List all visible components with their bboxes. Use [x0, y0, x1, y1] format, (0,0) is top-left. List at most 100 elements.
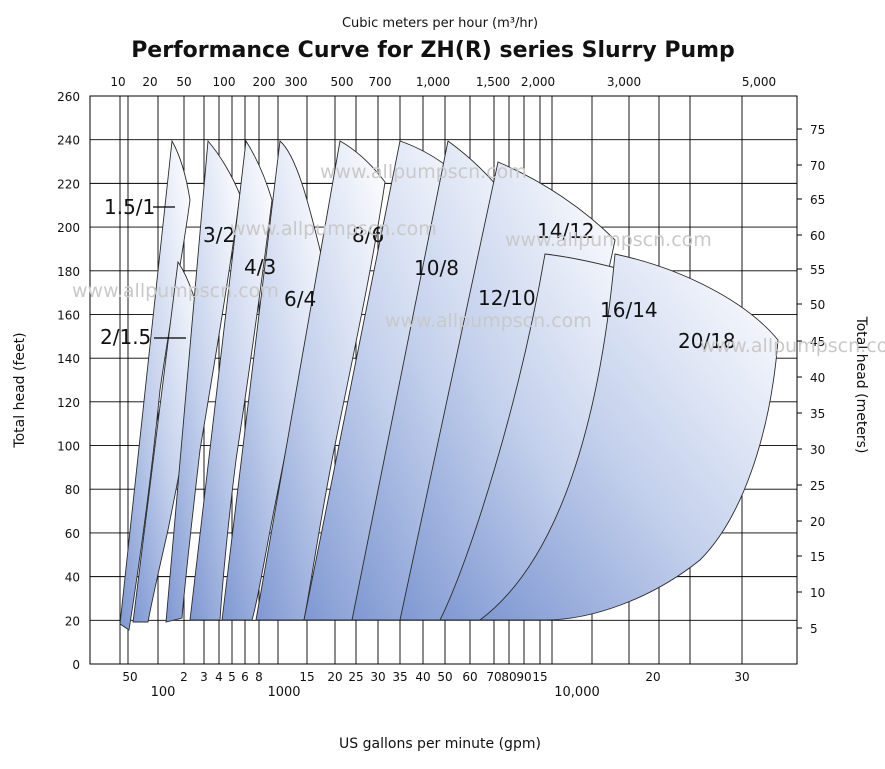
left-tick-label: 180 — [57, 265, 80, 279]
bottom-tick-label: 4 — [215, 670, 223, 684]
pump-regions — [119, 139, 779, 631]
series-label: 10/8 — [414, 256, 459, 280]
top-tick-label: 100 — [213, 75, 236, 89]
top-tick-label: 200 — [253, 75, 276, 89]
plot-frame — [89, 95, 798, 665]
left-tick-label: 40 — [65, 571, 80, 585]
bottom-tick-label: 90 — [516, 670, 531, 684]
watermark-text: www.allpumpscn.com — [505, 229, 712, 251]
bottom-major-tick-label: 10,000 — [554, 685, 600, 700]
series-label: 3/2 — [203, 223, 235, 247]
y-axis-label-left: Total head (feet) — [12, 332, 28, 448]
left-tick-label: 20 — [65, 614, 80, 628]
bottom-tick-label: 15 — [299, 670, 314, 684]
left-tick-label: 60 — [65, 527, 80, 541]
right-tick-label: 40 — [810, 371, 825, 385]
bottom-tick-label: 50 — [437, 670, 452, 684]
watermark-text: www.allpumpscn.com — [72, 280, 279, 302]
series-label: 6/4 — [284, 287, 316, 311]
series-label: 14/12 — [537, 219, 595, 243]
right-axis-ticks: 75 70 65 60 55 50 45 40 35 30 25 20 15 10 5 — [797, 123, 825, 636]
bottom-tick-label: 60 — [462, 670, 477, 684]
right-tick-label: 25 — [810, 479, 825, 493]
right-tick-label: 35 — [810, 407, 825, 421]
series-label: 16/14 — [600, 298, 658, 322]
right-tick-label: 20 — [810, 515, 825, 529]
bottom-tick-label: 8 — [255, 670, 263, 684]
left-tick-label: 140 — [57, 352, 80, 366]
left-tick-label: 240 — [57, 134, 80, 148]
bottom-tick-label: 20 — [327, 670, 342, 684]
bottom-major-tick-label: 1000 — [267, 685, 300, 700]
bottom-tick-label: 6 — [241, 670, 249, 684]
right-tick-label: 15 — [810, 550, 825, 564]
top-tick-label: 5,000 — [742, 75, 776, 89]
series-label: 1.5/1 — [104, 195, 155, 219]
bottom-tick-label: 5 — [228, 670, 236, 684]
top-axis-label: Cubic meters per hour (m³/hr) — [342, 16, 538, 31]
watermark-text: www.allpumpscn.com — [320, 161, 527, 183]
watermarks: www.allpumpscn.com www.allpumpscn.com www.… — [72, 161, 885, 357]
top-tick-label: 500 — [331, 75, 354, 89]
bottom-axis-ticks-small: 50 2 3 4 5 6 8 15 20 25 30 35 40 50 60 70 80 90 15 20 30 — [122, 670, 749, 684]
bottom-major-tick-label: 100 — [151, 685, 176, 700]
bottom-tick-label: 25 — [348, 670, 363, 684]
pump-region-1 — [119, 139, 191, 631]
bottom-tick-label: 30 — [370, 670, 385, 684]
top-tick-label: 10 — [110, 75, 125, 89]
left-tick-label: 120 — [57, 396, 80, 410]
bottom-tick-label: 35 — [392, 670, 407, 684]
top-tick-label: 3,000 — [607, 75, 641, 89]
right-tick-label: 45 — [810, 335, 825, 349]
bottom-tick-label: 2 — [180, 670, 188, 684]
left-tick-label: 260 — [57, 90, 80, 104]
series-labels: 1.5/1 2/1.5 3/2 4/3 6/4 8/6 10/8 12/10 14/12 16/1… — [100, 195, 736, 353]
series-label: 4/3 — [244, 255, 276, 279]
bottom-tick-label: 80 — [501, 670, 516, 684]
top-tick-label: 20 — [142, 75, 157, 89]
top-tick-label: 300 — [285, 75, 308, 89]
bottom-tick-label: 30 — [734, 670, 749, 684]
right-tick-label: 5 — [810, 622, 818, 636]
left-tick-label: 160 — [57, 308, 80, 322]
right-tick-label: 55 — [810, 263, 825, 277]
left-tick-label: 0 — [72, 658, 80, 672]
right-tick-label: 65 — [810, 193, 825, 207]
pump-region-6 — [255, 140, 386, 621]
right-tick-label: 30 — [810, 443, 825, 457]
bottom-tick-label: 50 — [122, 670, 137, 684]
bottom-tick-label: 40 — [415, 670, 430, 684]
pump-region-4 — [189, 139, 273, 621]
left-tick-label: 80 — [65, 483, 80, 497]
right-tick-label: 10 — [810, 586, 825, 600]
top-tick-label: 2,000 — [521, 75, 555, 89]
series-label: 8/6 — [352, 223, 384, 247]
right-tick-label: 75 — [810, 123, 825, 137]
left-tick-label: 100 — [57, 440, 80, 454]
series-label: 20/18 — [678, 329, 736, 353]
watermark-text: www.allpumpscn.com — [385, 310, 592, 332]
watermark-text: www.allpumpscn.com — [700, 335, 885, 357]
chart-title: Performance Curve for ZH(R) series Slurr… — [131, 38, 735, 63]
pump-region-3 — [165, 139, 241, 623]
bottom-tick-label: 70 — [486, 670, 501, 684]
bottom-tick-label: 20 — [645, 670, 660, 684]
right-tick-label: 50 — [810, 298, 825, 312]
top-axis-ticks: 10 20 50 100 200 300 500 700 1,000 1,500 2,000 3,00… — [110, 75, 776, 89]
x-axis-label: US gallons per minute (gpm) — [339, 736, 541, 752]
series-label: 2/1.5 — [100, 325, 151, 349]
pump-region-11 — [478, 253, 779, 621]
top-tick-label: 1,500 — [476, 75, 510, 89]
top-tick-label: 700 — [369, 75, 392, 89]
bottom-tick-label: 3 — [200, 670, 208, 684]
bottom-axis-ticks-big: 100 1000 10,000 — [151, 685, 600, 700]
left-tick-label: 220 — [57, 177, 80, 191]
right-tick-label: 60 — [810, 229, 825, 243]
top-tick-label: 50 — [176, 75, 191, 89]
right-tick-label: 70 — [810, 159, 825, 173]
watermark-text: www.allpumpscn.com — [230, 218, 437, 240]
left-tick-label: 200 — [57, 221, 80, 235]
y-axis-label-right: Total head (meters) — [853, 316, 869, 454]
